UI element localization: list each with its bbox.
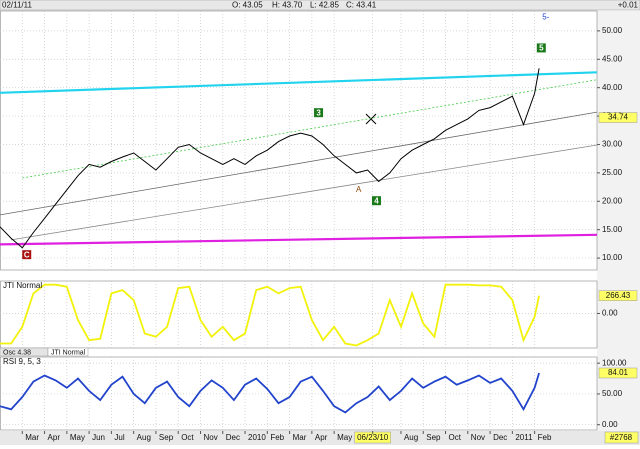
tab-label[interactable]: Osc 4.38 <box>3 349 31 356</box>
value-marker <box>598 112 638 123</box>
trend-line <box>0 71 598 94</box>
y-tick-label: 50.00 <box>602 26 623 35</box>
x-tick-label: Feb <box>538 433 552 442</box>
wave-label: 5- <box>542 12 549 21</box>
jti-panel <box>0 280 598 349</box>
wave-label-box <box>371 196 381 206</box>
y-tick-label: 100.00 <box>602 358 627 367</box>
x-tick-label: 2011 <box>515 433 533 442</box>
trend-line <box>11 144 598 241</box>
last-value-box <box>598 290 638 301</box>
last-value-label: 266.43 <box>606 291 631 300</box>
panel-title: JTI Normal <box>3 281 42 290</box>
x-axis-strip <box>0 431 640 445</box>
trend-line <box>22 79 598 179</box>
wave-label-box <box>314 108 324 118</box>
x-tick-label: Dec <box>226 433 240 442</box>
header-open: O: 43.05 <box>232 1 263 10</box>
tab[interactable] <box>47 347 89 357</box>
x-tick-label: Sep <box>426 433 441 442</box>
header-high: H: 43.70 <box>272 1 303 10</box>
x-tick-label: Feb <box>270 433 284 442</box>
trend-line <box>0 233 598 246</box>
series-line <box>0 372 540 414</box>
x-tick-label: Nov <box>203 433 217 442</box>
value-marker-label: 34.74 <box>608 113 629 122</box>
x-tick-label: 2010 <box>248 433 266 442</box>
footer-label: #2768 <box>610 433 633 442</box>
x-tick-label: May <box>70 433 85 442</box>
y-tick-label: 0.00 <box>602 420 618 429</box>
x-tick-label: 06/23/10 <box>357 433 389 442</box>
wave-label: A <box>356 185 362 194</box>
wave-label: C <box>24 250 30 259</box>
y-tick-label: 20.00 <box>602 196 623 205</box>
x-tick-label: Oct <box>181 433 194 442</box>
y-tick-label: 10.00 <box>602 253 623 262</box>
y-tick-label: 50.00 <box>602 389 623 398</box>
last-value-label: 84.01 <box>608 368 629 377</box>
series-line <box>0 283 540 347</box>
x-tick-label: Mar <box>25 433 39 442</box>
header-bar <box>0 0 640 11</box>
tab-label[interactable]: JTI Normal <box>51 349 86 356</box>
x-tick-label: Aug <box>137 433 151 442</box>
header-date: 02/11/11 <box>2 1 33 10</box>
series-line <box>0 68 540 249</box>
x-tick-label: Nov <box>471 433 485 442</box>
x-tick-label: Sep <box>159 433 174 442</box>
panel-title: RSI 9, 5, 3 <box>3 357 41 366</box>
x-tick-label: Oct <box>449 433 462 442</box>
header-low: L: 42.85 <box>310 1 339 10</box>
x-tick-label: Aug <box>404 433 418 442</box>
y-tick-label: 15.00 <box>602 225 623 234</box>
footer-box <box>604 431 639 444</box>
last-value-box <box>598 367 638 379</box>
y-tick-label: 0.00 <box>602 309 618 318</box>
trend-line <box>0 111 598 216</box>
y-tick-label: 30.00 <box>602 140 623 149</box>
x-tick-label: Jun <box>92 433 105 442</box>
wave-label: 4 <box>374 196 379 205</box>
x-tick-label: Jul <box>114 433 124 442</box>
x-tick-label: Mar <box>293 433 307 442</box>
y-tick-label: 40.00 <box>602 83 623 92</box>
price-panel <box>0 10 598 271</box>
axis-strip <box>597 11 640 431</box>
wave-label-box <box>22 250 32 260</box>
y-tick-label: 25.00 <box>602 168 623 177</box>
header-close: C: 43.41 <box>346 1 377 10</box>
header-change: +0.01 <box>618 1 639 10</box>
x-tick-label: Apr <box>315 433 328 442</box>
wave-label: 5 <box>539 44 544 53</box>
x-tick-label: May <box>337 433 352 442</box>
y-tick-label: 45.00 <box>602 54 623 63</box>
x-tick-label: Apr <box>48 433 61 442</box>
cursor-cross <box>365 113 377 125</box>
wave-label: 3 <box>316 108 321 117</box>
x-tick-label: Dec <box>493 433 507 442</box>
wave-label-box <box>536 43 546 53</box>
